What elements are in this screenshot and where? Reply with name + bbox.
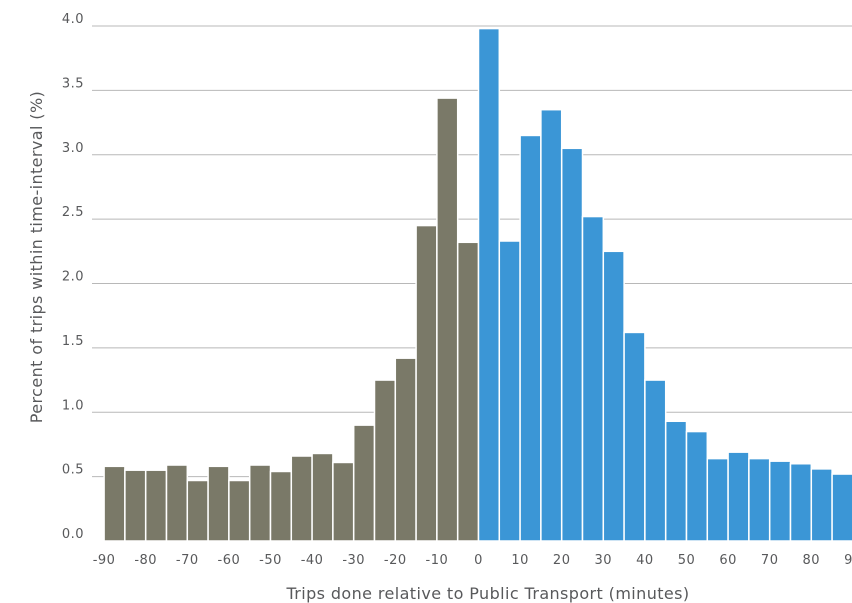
- x-tick-label: 60: [719, 553, 737, 568]
- x-tick-label: -10: [426, 553, 449, 568]
- histogram-bar: [415, 224, 438, 542]
- histogram-bar: [831, 473, 852, 542]
- histogram-bar: [311, 452, 334, 542]
- x-tick-label: 10: [511, 553, 529, 568]
- x-tick-label: -20: [384, 553, 407, 568]
- x-tick-label: -70: [176, 553, 199, 568]
- histogram-bar: [768, 460, 792, 542]
- x-tick-label: -50: [259, 553, 282, 568]
- histogram-bar: [248, 464, 272, 542]
- histogram-bar: [748, 457, 771, 542]
- y-tick-label: 0.5: [62, 463, 84, 478]
- histogram-bar: [373, 379, 397, 542]
- histogram-bar: [103, 465, 126, 542]
- x-tick-label: 30: [595, 553, 613, 568]
- y-tick-labels: 0.0 0.5 1.0 1.5 2.0 2.5 3.0 3.5 4.0: [62, 12, 84, 542]
- y-tick-label: 3.5: [62, 76, 84, 91]
- y-tick-label: 2.5: [62, 205, 84, 220]
- histogram-bar: [789, 463, 813, 542]
- histogram-bar: [207, 465, 230, 542]
- histogram-bar: [560, 147, 584, 542]
- x-tick-label: -60: [218, 553, 241, 568]
- histogram-bar: [394, 357, 417, 542]
- histogram-bar: [332, 461, 355, 542]
- x-tick-label: -40: [301, 553, 324, 568]
- histogram-bar: [124, 469, 147, 542]
- y-axis-label: Percent of trips within time-interval (%…: [27, 91, 46, 423]
- histogram-bar: [144, 469, 168, 542]
- y-tick-label: 1.0: [62, 398, 84, 413]
- histogram-bar: [727, 451, 750, 542]
- x-tick-label: 0: [474, 553, 483, 568]
- x-tick-label: 40: [636, 553, 654, 568]
- histogram-bar: [186, 479, 209, 542]
- y-tick-label: 3.0: [62, 141, 84, 156]
- histogram-bar: [477, 27, 501, 542]
- histogram-bar: [456, 241, 480, 542]
- histogram-bar: [664, 420, 688, 542]
- x-tick-label: -30: [342, 553, 365, 568]
- y-tick-label: 2.0: [62, 270, 84, 285]
- histogram-bar: [602, 250, 625, 542]
- bars: [103, 27, 852, 542]
- y-tick-label: 4.0: [62, 12, 84, 27]
- y-tick-label: 1.5: [62, 334, 84, 349]
- y-tick-label: 0.0: [62, 527, 84, 542]
- x-tick-label: 20: [553, 553, 571, 568]
- histogram-bar: [540, 108, 563, 542]
- histogram-bar: [165, 464, 189, 542]
- histogram-bar: [290, 455, 313, 542]
- x-tick-label: 90: [844, 553, 852, 568]
- histogram-bar: [352, 424, 376, 542]
- x-tick-label: 50: [678, 553, 696, 568]
- x-tick-label: -90: [93, 553, 116, 568]
- histogram-bar: [498, 240, 521, 542]
- x-tick-label: -80: [134, 553, 157, 568]
- histogram-bar: [581, 215, 605, 542]
- histogram-bar: [519, 134, 542, 542]
- histogram-bar: [706, 457, 729, 542]
- histogram-bar: [685, 430, 709, 542]
- histogram-bar: [436, 97, 459, 542]
- histogram-bar: [228, 479, 251, 542]
- x-tick-label: 80: [803, 553, 821, 568]
- histogram-bar: [810, 468, 833, 542]
- x-tick-label: 70: [761, 553, 779, 568]
- x-axis-label: Trips done relative to Public Transport …: [285, 584, 689, 603]
- x-tick-labels: -90 -80 -70 -60 -50 -40 -30 -20 -10 0 10 20 30 40 50 60…: [93, 553, 852, 568]
- histogram-bar: [644, 379, 667, 542]
- histogram-bar: [269, 470, 293, 542]
- histogram-bar: [623, 331, 646, 542]
